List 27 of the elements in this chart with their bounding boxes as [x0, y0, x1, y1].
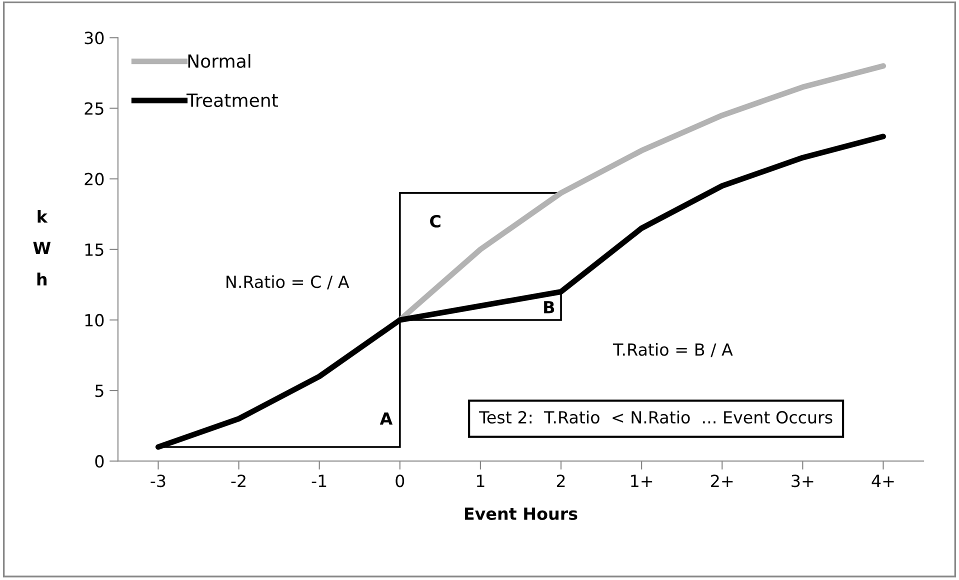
y-tick-label: 5 — [95, 384, 104, 398]
x-tick-label: 2+ — [711, 474, 733, 487]
legend-label: Normal — [188, 54, 250, 68]
annotation: C — [430, 214, 440, 228]
y-axis-title: kWh — [33, 210, 51, 286]
x-tick-label: 0 — [396, 474, 404, 488]
y-tick-label: 10 — [85, 314, 104, 327]
annotation: B — [544, 301, 554, 314]
legend-label: Treatment — [186, 94, 278, 108]
x-tick-label: 2 — [556, 474, 565, 487]
y-tick-label: 30 — [84, 32, 104, 44]
x-tick-label: 1 — [476, 474, 484, 487]
annotation: Test 2: T.Ratio < N.Ratio ... Event Occurs — [479, 410, 832, 424]
x-tick-label: 4+ — [872, 474, 894, 487]
y-tick-label: 0 — [95, 455, 104, 468]
x-tick-label: -2 — [231, 474, 246, 487]
x-tick-label: 3+ — [792, 474, 814, 488]
annotation: N.Ratio = C / A — [226, 275, 350, 290]
x-tick-label: 1+ — [631, 474, 652, 487]
y-tick-label: 20 — [84, 172, 104, 186]
y-tick-label: 15 — [85, 244, 104, 256]
x-axis-title: Event Hours — [464, 508, 578, 520]
annotation: T.Ratio = B / A — [612, 342, 733, 358]
x-tick-label: -1 — [312, 474, 326, 487]
x-tick-label: -3 — [150, 474, 166, 488]
annotation: A — [380, 412, 393, 425]
y-tick-label: 25 — [84, 102, 104, 115]
